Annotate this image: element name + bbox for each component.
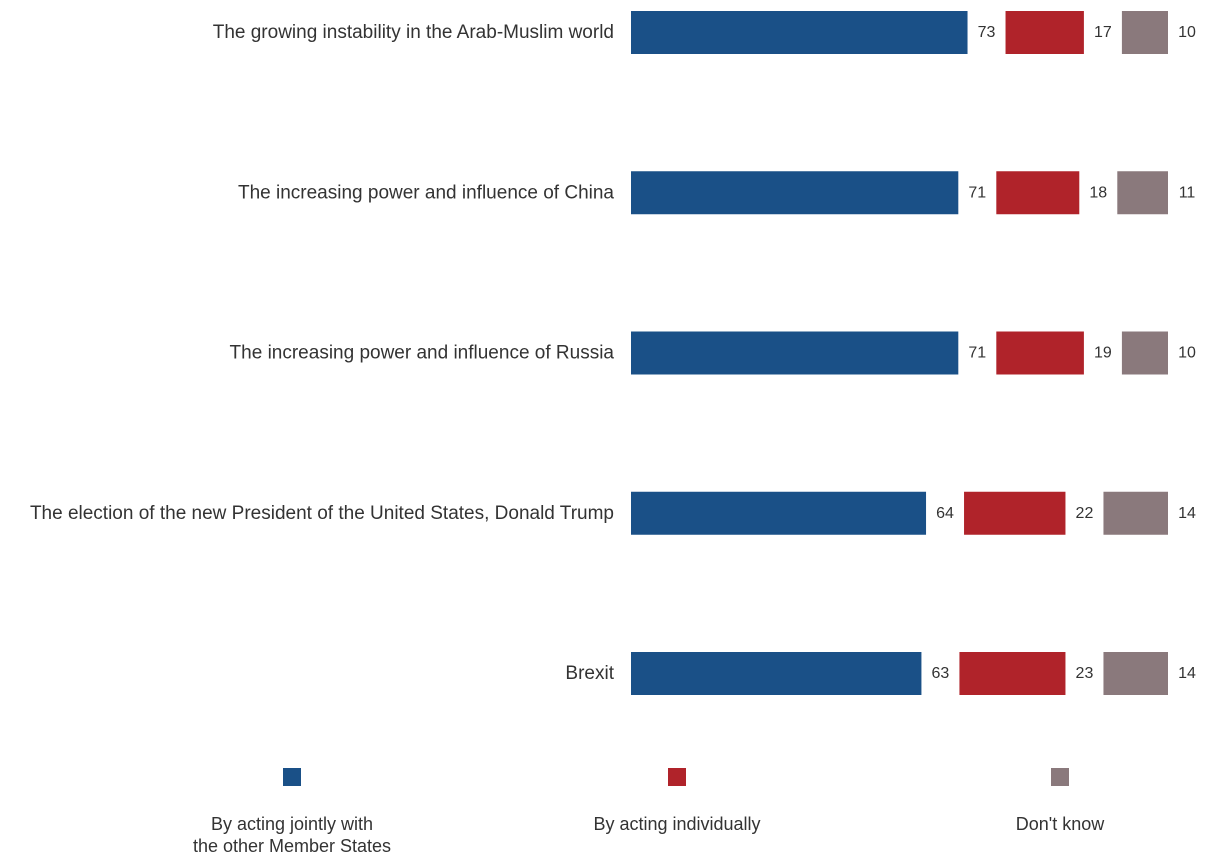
data-label-individually-2: 18 — [1089, 184, 1107, 201]
category-label-2: The increasing power and influence of Ch… — [238, 182, 614, 203]
legend-label-dont-know: Don't know — [1015, 814, 1105, 834]
bar-individually-5 — [959, 652, 1066, 695]
bar-dont-know-1 — [1121, 11, 1168, 54]
data-label-dont-know-5: 14 — [1178, 665, 1196, 682]
legend-swatch-individually — [668, 768, 686, 786]
bar-individually-2 — [996, 171, 1080, 215]
data-label-dont-know-4: 14 — [1178, 505, 1196, 522]
bar-jointly-2 — [631, 171, 959, 215]
bar-dont-know-3 — [1121, 331, 1168, 375]
bar-individually-4 — [964, 491, 1066, 535]
data-label-individually-1: 17 — [1094, 24, 1112, 41]
data-label-individually-3: 19 — [1094, 345, 1112, 362]
data-label-dont-know-1: 10 — [1178, 24, 1196, 41]
bar-jointly-4 — [631, 491, 927, 535]
legend-item-individually: By acting individually — [547, 768, 807, 835]
data-label-individually-5: 23 — [1076, 665, 1094, 682]
data-label-jointly-5: 63 — [932, 665, 950, 682]
bar-individually-1 — [1005, 11, 1084, 54]
legend-label-jointly: By acting jointly with the other Member … — [162, 813, 422, 857]
legend-label-individually: By acting individually — [593, 814, 761, 834]
legend-item-dont-know: Don't know — [930, 768, 1190, 835]
data-label-dont-know-3: 10 — [1178, 345, 1196, 362]
legend-item-jointly: By acting jointly with the other Member … — [162, 768, 422, 857]
bar-jointly-5 — [631, 652, 922, 695]
legend-swatch-jointly — [283, 768, 301, 786]
bar-chart: The growing instability in the Arab-Musl… — [30, 11, 1196, 695]
legend-label-jointly-line2: the other Member States — [192, 836, 392, 856]
category-label-3: The increasing power and influence of Ru… — [230, 343, 615, 364]
data-label-individually-4: 22 — [1076, 505, 1094, 522]
bar-jointly-1 — [631, 11, 968, 54]
data-label-jointly-1: 73 — [978, 24, 996, 41]
legend-swatch-dont-know — [1051, 768, 1069, 786]
data-label-jointly-3: 71 — [968, 345, 986, 362]
bar-dont-know-2 — [1117, 171, 1168, 215]
legend-label-jointly-line1: By acting jointly with — [210, 814, 374, 834]
bar-dont-know-5 — [1103, 652, 1168, 695]
category-label-1: The growing instability in the Arab-Musl… — [213, 22, 614, 43]
category-label-4: The election of the new President of the… — [30, 503, 614, 524]
category-label-5: Brexit — [565, 663, 614, 684]
bar-jointly-3 — [631, 331, 959, 375]
data-label-dont-know-2: 11 — [1179, 184, 1196, 201]
data-label-jointly-4: 64 — [936, 505, 954, 522]
data-label-jointly-2: 71 — [968, 184, 986, 201]
bar-individually-3 — [996, 331, 1084, 375]
bar-dont-know-4 — [1103, 491, 1168, 535]
